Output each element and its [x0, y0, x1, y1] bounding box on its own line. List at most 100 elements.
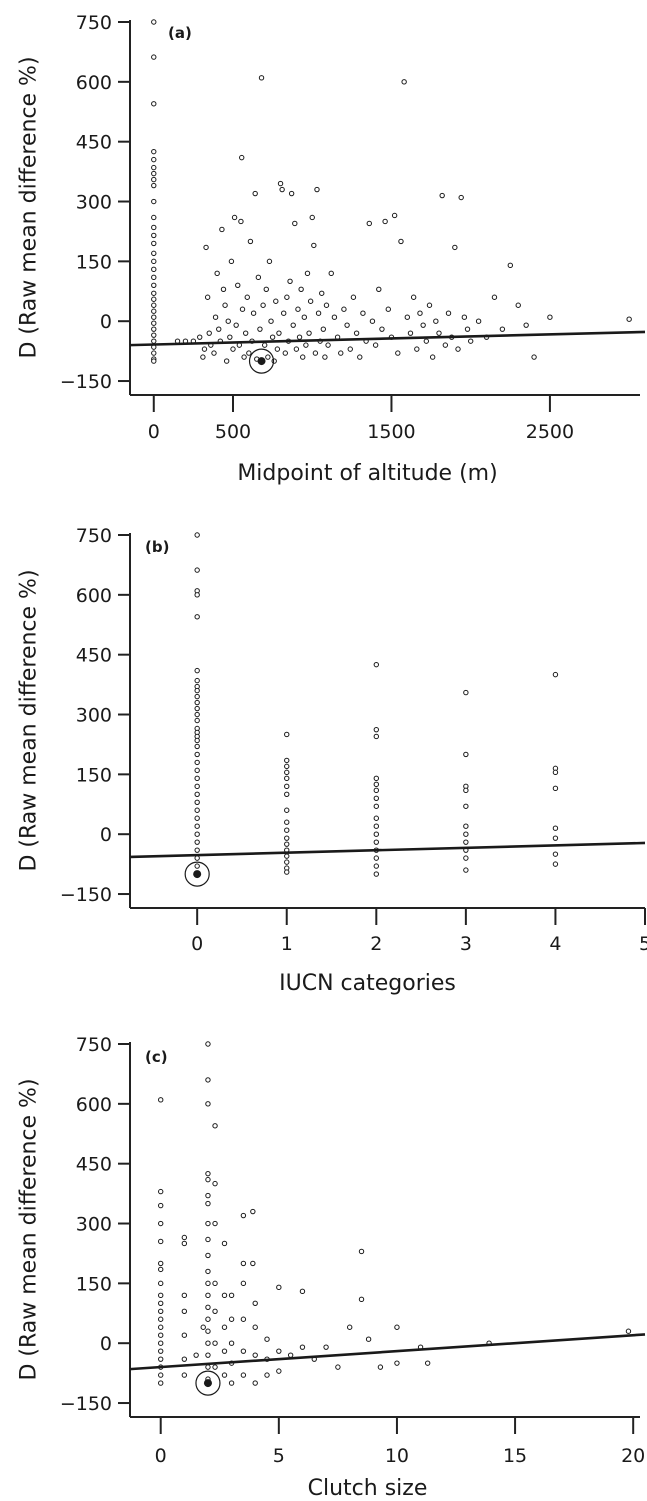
- data-point: [463, 831, 469, 837]
- data-point: [151, 338, 157, 344]
- data-point: [284, 763, 290, 770]
- data-point: [151, 320, 157, 326]
- data-point: [391, 212, 398, 219]
- data-point: [239, 154, 245, 161]
- data-point: [194, 699, 200, 706]
- x-tick-label: 2500: [526, 421, 574, 443]
- data-point: [158, 1316, 164, 1322]
- data-point: [358, 1296, 365, 1303]
- data-point: [301, 314, 308, 320]
- data-point: [158, 1238, 164, 1245]
- data-point: [151, 290, 157, 296]
- data-point: [238, 218, 244, 225]
- data-point: [373, 863, 380, 869]
- data-point: [181, 1292, 188, 1299]
- data-point: [194, 687, 200, 694]
- data-point: [205, 1292, 211, 1299]
- data-point: [395, 350, 401, 356]
- data-point: [284, 841, 290, 847]
- data-point: [491, 294, 498, 300]
- data-point: [205, 1280, 211, 1287]
- data-point: [181, 1234, 188, 1241]
- data-point: [331, 314, 338, 320]
- chart-panel-3: −150 0 150 300 450 600 750 0 5 10 15 20 Clutch size D…: [17, 1034, 646, 1501]
- data-point: [463, 803, 469, 809]
- data-point: [205, 1304, 211, 1310]
- data-point: [288, 190, 295, 197]
- data-point: [257, 326, 263, 332]
- data-point: [429, 354, 436, 360]
- highlight-point: [203, 1379, 212, 1388]
- x-tick-label: 4: [549, 933, 561, 955]
- data-point: [158, 1340, 164, 1346]
- data-point: [197, 334, 203, 340]
- data-point: [463, 855, 469, 861]
- data-point: [373, 733, 380, 740]
- data-point: [151, 274, 157, 281]
- data-point: [194, 815, 200, 821]
- data-point: [547, 314, 553, 320]
- panel-label: (b): [145, 538, 169, 556]
- data-point: [247, 238, 254, 245]
- data-point: [307, 298, 314, 304]
- x-tick-label: 10: [385, 1445, 409, 1467]
- data-point: [373, 871, 380, 877]
- data-point: [463, 823, 469, 829]
- data-point: [284, 819, 290, 825]
- data-point: [205, 1340, 211, 1346]
- data-point: [420, 322, 426, 328]
- data-point: [221, 1240, 228, 1247]
- y-axis-label: D (Raw mean difference %): [17, 1078, 42, 1380]
- data-point: [194, 717, 200, 724]
- y-tick-label: 150: [76, 764, 112, 786]
- data-point: [240, 1316, 247, 1322]
- data-point: [205, 1220, 211, 1227]
- data-point: [158, 1308, 164, 1314]
- data-point: [401, 79, 407, 85]
- data-point: [194, 855, 200, 861]
- data-point: [221, 1348, 228, 1354]
- data-point: [523, 322, 529, 328]
- data-point: [499, 326, 506, 332]
- data-point: [350, 294, 357, 300]
- data-point: [205, 1352, 211, 1358]
- data-point: [436, 330, 442, 336]
- data-point: [255, 274, 262, 281]
- highlight-ring: [184, 861, 210, 887]
- data-point: [264, 1336, 270, 1342]
- data-point: [250, 310, 257, 316]
- data-point: [158, 1188, 164, 1195]
- highlight-ring: [248, 348, 275, 374]
- data-point: [151, 170, 157, 177]
- data-point: [205, 1328, 211, 1334]
- x-tick-label: 20: [621, 1445, 645, 1467]
- data-point: [194, 751, 200, 758]
- data-point: [194, 791, 200, 798]
- y-tick-label: 450: [76, 1154, 112, 1176]
- data-point: [455, 346, 461, 352]
- data-point: [373, 661, 380, 668]
- data-point: [194, 532, 200, 538]
- y-tick-label: −150: [60, 371, 112, 393]
- data-point: [151, 266, 157, 273]
- data-point: [252, 1352, 258, 1358]
- data-point: [531, 354, 537, 360]
- data-point: [194, 614, 200, 620]
- x-tick-label: 1500: [367, 421, 415, 443]
- data-point: [445, 310, 452, 316]
- data-point: [194, 711, 200, 718]
- y-tick-label: 150: [76, 251, 112, 273]
- data-point: [264, 1372, 270, 1378]
- data-point: [212, 1180, 218, 1187]
- data-point: [414, 346, 420, 352]
- data-point: [552, 785, 559, 792]
- data-point: [221, 1372, 228, 1378]
- x-tick-label: 1: [281, 933, 293, 955]
- x-tick-label: 2: [370, 933, 382, 955]
- data-point: [306, 330, 312, 336]
- data-point: [263, 286, 269, 292]
- data-point: [223, 358, 230, 364]
- data-point: [225, 318, 231, 324]
- data-point: [373, 795, 380, 801]
- data-point: [219, 226, 225, 233]
